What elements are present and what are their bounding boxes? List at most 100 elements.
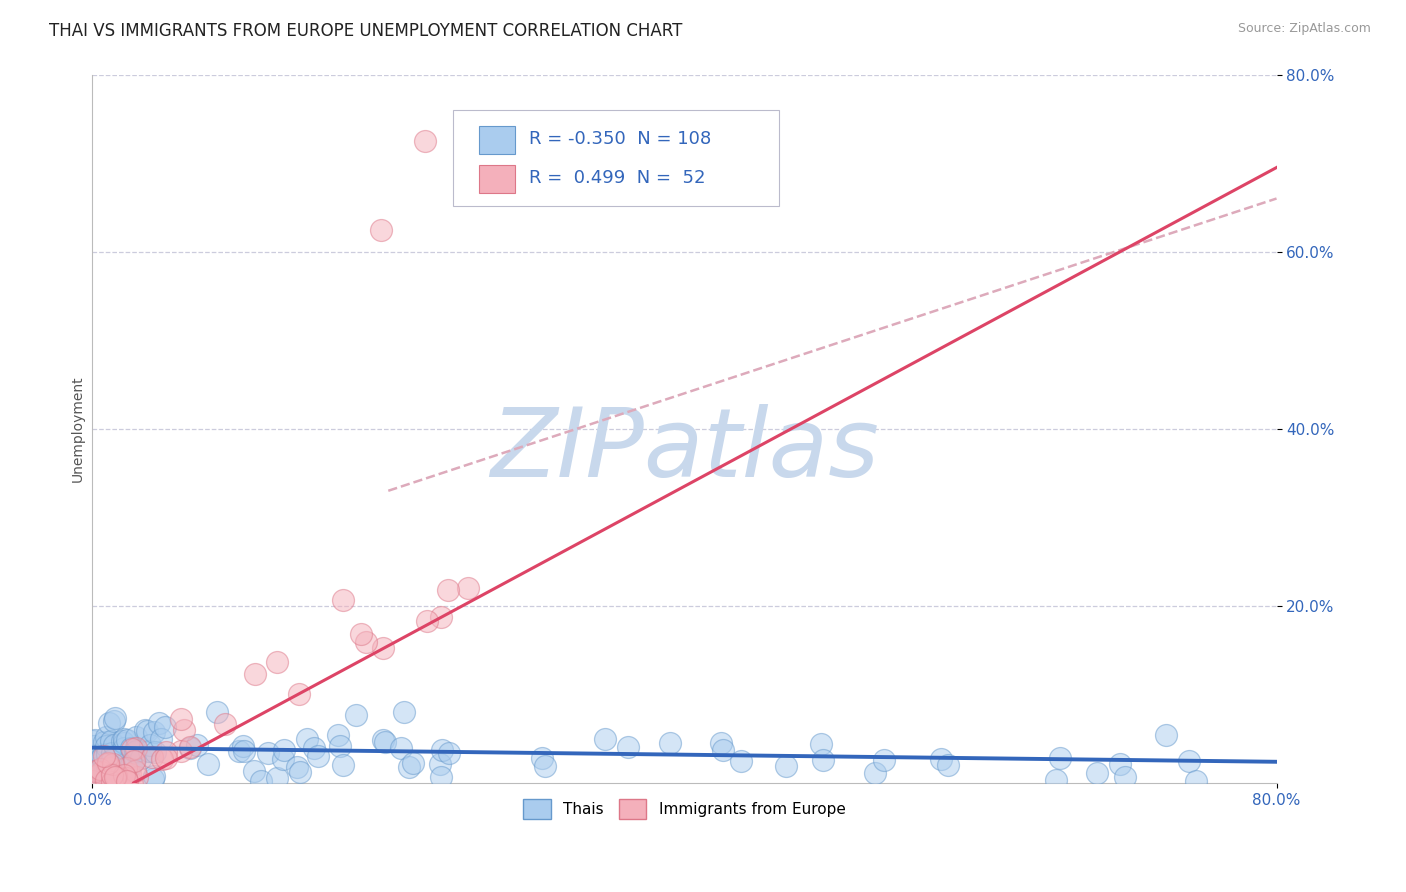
Point — [82, 772, 104, 786]
Point — [121, 776, 143, 790]
Point — [105, 769, 128, 783]
Point — [148, 715, 170, 730]
Point — [250, 773, 273, 788]
Point — [100, 734, 122, 748]
Point — [120, 740, 142, 755]
Point — [124, 744, 146, 758]
Point — [266, 656, 288, 670]
Point — [150, 752, 173, 766]
Point — [139, 738, 162, 752]
Point — [134, 723, 156, 738]
Point — [432, 743, 454, 757]
Point — [392, 706, 415, 720]
Point — [371, 732, 394, 747]
Point — [617, 740, 640, 755]
Point — [121, 742, 143, 756]
Point — [83, 732, 105, 747]
Point — [142, 769, 165, 783]
Point — [100, 746, 122, 760]
Point — [169, 743, 191, 757]
Point — [179, 740, 201, 755]
Point — [391, 740, 413, 755]
Point — [112, 735, 135, 749]
Point — [214, 717, 236, 731]
Point — [173, 723, 195, 738]
Text: THAI VS IMMIGRANTS FROM EUROPE UNEMPLOYMENT CORRELATION CHART: THAI VS IMMIGRANTS FROM EUROPE UNEMPLOYM… — [49, 22, 682, 40]
Legend: Thais, Immigrants from Europe: Thais, Immigrants from Europe — [517, 793, 852, 825]
Point — [86, 761, 108, 775]
Point — [141, 750, 163, 764]
Point — [96, 739, 118, 753]
Point — [112, 731, 135, 746]
Text: ZIPatlas: ZIPatlas — [489, 403, 879, 497]
Point — [94, 773, 117, 788]
Point — [439, 746, 461, 760]
Point — [91, 761, 114, 775]
Point — [96, 747, 118, 761]
Point — [155, 745, 177, 759]
Text: R =  0.499  N =  52: R = 0.499 N = 52 — [529, 169, 706, 187]
Point — [287, 760, 309, 774]
Point — [96, 730, 118, 744]
Point — [170, 712, 193, 726]
Point — [104, 711, 127, 725]
Point — [124, 764, 146, 778]
Point — [429, 770, 451, 784]
Point — [93, 735, 115, 749]
Point — [142, 772, 165, 787]
Point — [929, 752, 952, 766]
Point — [288, 687, 311, 701]
Point — [104, 770, 127, 784]
Point — [1049, 751, 1071, 765]
Point — [142, 724, 165, 739]
Point — [332, 593, 354, 607]
Point — [115, 761, 138, 775]
Point — [129, 751, 152, 765]
Point — [136, 724, 159, 739]
Point — [207, 705, 229, 719]
Point — [98, 760, 121, 774]
Point — [115, 774, 138, 789]
Point — [457, 581, 479, 595]
Point — [122, 753, 145, 767]
Point — [415, 614, 437, 628]
Point — [413, 134, 436, 148]
Point — [1085, 765, 1108, 780]
Point — [863, 766, 886, 780]
Point — [710, 736, 733, 750]
Point — [117, 733, 139, 747]
Point — [101, 753, 124, 767]
Point — [370, 222, 392, 236]
Point — [242, 764, 264, 779]
Point — [100, 761, 122, 775]
Point — [530, 751, 553, 765]
Point — [186, 738, 208, 752]
Point — [775, 759, 797, 773]
Point — [124, 745, 146, 759]
Point — [90, 747, 112, 761]
Point — [810, 737, 832, 751]
Point — [150, 731, 173, 746]
Point — [98, 715, 121, 730]
Point — [813, 753, 835, 767]
Point — [101, 774, 124, 789]
Point — [307, 748, 329, 763]
Point — [232, 739, 254, 753]
Text: R = -0.350  N = 108: R = -0.350 N = 108 — [529, 130, 711, 148]
Point — [96, 757, 118, 772]
Point — [1109, 756, 1132, 771]
FancyBboxPatch shape — [479, 165, 515, 194]
Point — [82, 747, 104, 762]
Point — [197, 756, 219, 771]
Point — [273, 743, 295, 757]
Point — [266, 772, 288, 786]
FancyBboxPatch shape — [453, 110, 779, 205]
Point — [354, 634, 377, 648]
Point — [350, 626, 373, 640]
Point — [295, 732, 318, 747]
Point — [326, 728, 349, 742]
Point — [111, 734, 134, 748]
Point — [82, 744, 104, 758]
Point — [153, 720, 176, 734]
Point — [107, 773, 129, 788]
